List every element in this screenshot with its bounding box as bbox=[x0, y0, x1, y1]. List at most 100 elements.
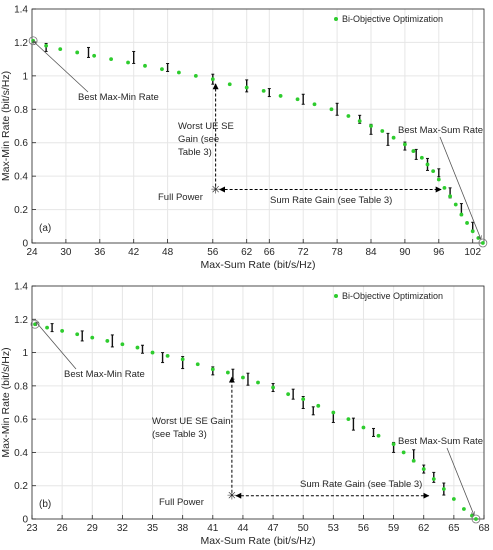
x-tick-label: 30 bbox=[60, 247, 72, 258]
data-point bbox=[295, 97, 300, 102]
x-tick-label: 96 bbox=[433, 247, 445, 258]
data-point bbox=[261, 89, 266, 93]
x-tick-label: 78 bbox=[332, 247, 344, 258]
data-point bbox=[244, 85, 249, 90]
plot-area bbox=[32, 286, 484, 519]
y-tick-label: 0.6 bbox=[14, 415, 28, 426]
data-point bbox=[227, 82, 232, 87]
best-max-min-arrow bbox=[33, 41, 89, 93]
best-max-min-label: Best Max-Min Rate bbox=[78, 92, 159, 103]
data-point bbox=[380, 129, 385, 133]
x-tick-label: 72 bbox=[298, 247, 310, 258]
legend-label: Bi-Objective Optimization bbox=[342, 291, 443, 301]
data-point bbox=[369, 124, 373, 128]
x-tick-label: 47 bbox=[268, 523, 280, 534]
data-point bbox=[459, 212, 464, 217]
x-tick-label: 41 bbox=[207, 523, 219, 534]
data-point bbox=[465, 221, 469, 225]
data-point bbox=[109, 57, 113, 62]
y-axis-label: Max-Min Rate (bit/s/Hz) bbox=[0, 347, 12, 457]
data-point bbox=[301, 397, 306, 402]
x-tick-label: 62 bbox=[418, 523, 430, 534]
data-point bbox=[160, 67, 164, 72]
y-tick-label: 1 bbox=[22, 348, 28, 359]
x-tick-label: 84 bbox=[365, 247, 377, 258]
data-point bbox=[441, 487, 446, 491]
data-point bbox=[150, 350, 155, 355]
x-tick-label: 38 bbox=[177, 523, 189, 534]
data-point bbox=[391, 135, 396, 140]
best-max-min-label: Best Max-Min Rate bbox=[64, 369, 145, 380]
full-power-marker: ✳ bbox=[227, 489, 237, 503]
data-point bbox=[403, 142, 407, 147]
plot-area bbox=[32, 9, 484, 243]
data-point bbox=[474, 517, 478, 521]
data-point bbox=[431, 169, 436, 174]
y-axis-label: Max-Min Rate (bit/s/Hz) bbox=[0, 71, 12, 181]
data-point bbox=[448, 194, 452, 199]
data-point bbox=[462, 507, 466, 511]
data-point bbox=[453, 202, 458, 207]
data-point bbox=[90, 335, 95, 340]
x-tick-label: 32 bbox=[117, 523, 129, 534]
x-tick-label: 48 bbox=[162, 247, 174, 258]
y-tick-label: 0 bbox=[22, 239, 28, 250]
data-point bbox=[312, 102, 317, 107]
data-point bbox=[331, 410, 336, 415]
data-point bbox=[346, 417, 351, 422]
data-point bbox=[193, 73, 198, 78]
data-point bbox=[329, 107, 334, 112]
data-point bbox=[411, 458, 416, 463]
sum-rate-gain-label: Sum Rate Gain (see Table 3) bbox=[270, 195, 392, 206]
data-point bbox=[376, 433, 381, 438]
data-point bbox=[442, 185, 447, 190]
x-tick-label: 66 bbox=[264, 247, 276, 258]
data-point bbox=[357, 119, 362, 123]
y-tick-label: 1.4 bbox=[14, 282, 28, 293]
panel-b: 23 26 29 32 35 38 41 44 47 50 53 56 59 62 65 68 0 0.2 0.4 0… bbox=[0, 282, 490, 548]
y-tick-label: 1.4 bbox=[14, 5, 28, 16]
x-tick-label: 26 bbox=[57, 523, 69, 534]
panel-label: (a) bbox=[39, 223, 51, 234]
data-point bbox=[143, 63, 147, 68]
data-point bbox=[411, 149, 416, 153]
data-point bbox=[316, 403, 321, 408]
data-point bbox=[286, 392, 291, 397]
data-point bbox=[256, 380, 260, 385]
data-point bbox=[470, 229, 475, 234]
full-power-label: Full Power bbox=[159, 497, 204, 508]
best-max-sum-label: Best Max-Sum Rate bbox=[398, 436, 483, 447]
data-point bbox=[92, 53, 97, 58]
x-tick-label: 35 bbox=[147, 523, 159, 534]
data-point bbox=[271, 385, 275, 390]
data-point bbox=[135, 345, 140, 350]
data-point bbox=[225, 370, 230, 375]
data-point bbox=[421, 467, 426, 471]
y-tick-label: 0.4 bbox=[14, 172, 28, 183]
x-tick-label: 24 bbox=[26, 247, 38, 258]
data-point bbox=[75, 50, 80, 55]
panel-a: 24 30 36 42 48 56 62 66 72 78 84 90 96 102 0 0.2 0.4 0.6 0… bbox=[0, 5, 488, 271]
x-tick-label: 90 bbox=[399, 247, 411, 258]
worst-ue-gain-label: Table 3) bbox=[178, 147, 212, 158]
best-max-min-arrow bbox=[36, 322, 77, 370]
x-tick-label: 29 bbox=[87, 523, 99, 534]
x-tick-label: 62 bbox=[241, 247, 253, 258]
y-tick-label: 0.4 bbox=[14, 448, 28, 459]
x-tick-label: 53 bbox=[328, 523, 340, 534]
x-tick-label: 23 bbox=[26, 523, 38, 534]
x-tick-label: 56 bbox=[207, 247, 219, 258]
worst-ue-gain-label: Worst UE SE Gain bbox=[152, 416, 231, 427]
x-tick-label: 59 bbox=[388, 523, 400, 534]
data-point bbox=[346, 114, 351, 118]
x-tick-label: 68 bbox=[478, 523, 490, 534]
data-point bbox=[120, 342, 125, 347]
legend-label: Bi-Objective Optimization bbox=[342, 14, 443, 24]
y-tick-label: 0.8 bbox=[14, 105, 28, 116]
worst-ue-gain-label: Gain (see bbox=[178, 134, 219, 145]
legend-marker bbox=[334, 294, 338, 298]
data-point bbox=[241, 375, 245, 380]
best-max-sum-arrow bbox=[446, 447, 474, 515]
data-point bbox=[75, 332, 80, 337]
full-power-marker: ✳ bbox=[211, 183, 221, 197]
